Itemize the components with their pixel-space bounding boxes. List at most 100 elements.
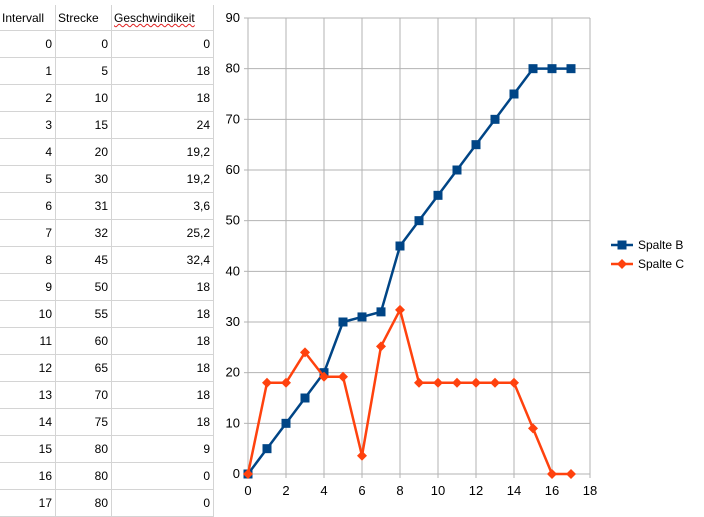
- series-line-2: [246, 308, 571, 476]
- cell-intervall[interactable]: 8: [0, 247, 56, 274]
- header-geschwindikeit-text: Geschwindikeit: [114, 11, 195, 25]
- cell-geschwindigkeit[interactable]: 25,2: [112, 220, 214, 247]
- data-point-square: [433, 190, 443, 200]
- data-point-square: [490, 114, 500, 124]
- cell-strecke[interactable]: 30: [56, 166, 112, 193]
- y-tick-label: 30: [226, 314, 240, 329]
- x-tick-label: 10: [431, 483, 445, 498]
- data-point-square: [357, 312, 367, 322]
- cell-geschwindigkeit[interactable]: 32,4: [112, 247, 214, 274]
- x-tick-label: 12: [469, 483, 483, 498]
- data-point-square: [566, 64, 576, 74]
- cell-geschwindigkeit[interactable]: 0: [112, 490, 214, 517]
- cell-geschwindigkeit[interactable]: 0: [112, 463, 214, 490]
- header-strecke[interactable]: Strecke: [56, 5, 112, 31]
- cell-strecke[interactable]: 5: [56, 58, 112, 85]
- cell-intervall[interactable]: 14: [0, 409, 56, 436]
- cell-intervall[interactable]: 10: [0, 301, 56, 328]
- y-tick-label: 80: [226, 61, 240, 76]
- data-point-square: [376, 307, 386, 317]
- x-tick-label: 2: [282, 483, 289, 498]
- y-tick-label: 0: [233, 466, 240, 481]
- cell-strecke[interactable]: 45: [56, 247, 112, 274]
- cell-intervall[interactable]: 16: [0, 463, 56, 490]
- cell-strecke[interactable]: 31: [56, 193, 112, 220]
- chart-series: [243, 64, 576, 479]
- chart-legend: Spalte B Spalte C: [611, 238, 684, 271]
- cell-strecke[interactable]: 65: [56, 355, 112, 382]
- y-tick-label: 60: [226, 162, 240, 177]
- cell-strecke[interactable]: 20: [56, 139, 112, 166]
- cell-geschwindigkeit[interactable]: 19,2: [112, 139, 214, 166]
- data-point-diamond: [338, 371, 348, 382]
- data-point-diamond: [243, 469, 253, 479]
- data-point-diamond: [490, 377, 500, 388]
- header-intervall[interactable]: Intervall: [0, 5, 56, 31]
- data-point-diamond: [357, 450, 367, 461]
- cell-intervall[interactable]: 1: [0, 58, 56, 85]
- data-point-diamond: [509, 377, 519, 388]
- cell-geschwindigkeit[interactable]: 18: [112, 58, 214, 85]
- x-tick-label: 16: [545, 483, 559, 498]
- y-tick-label: 70: [226, 111, 240, 126]
- cell-geschwindigkeit[interactable]: 24: [112, 112, 214, 139]
- cell-strecke[interactable]: 50: [56, 274, 112, 301]
- legend-marker-square: [617, 240, 627, 250]
- cell-geschwindigkeit[interactable]: 18: [112, 274, 214, 301]
- cell-intervall[interactable]: 15: [0, 436, 56, 463]
- cell-strecke[interactable]: 0: [56, 31, 112, 58]
- data-point-square: [414, 216, 424, 226]
- cell-strecke[interactable]: 10: [56, 85, 112, 112]
- data-point-square: [281, 418, 291, 428]
- cell-geschwindigkeit[interactable]: 18: [112, 382, 214, 409]
- cell-geschwindigkeit[interactable]: 18: [112, 85, 214, 112]
- data-point-diamond: [319, 371, 329, 382]
- cell-strecke[interactable]: 70: [56, 382, 112, 409]
- cell-geschwindigkeit[interactable]: 19,2: [112, 166, 214, 193]
- data-point-diamond: [452, 377, 462, 388]
- legend-marker-diamond: [617, 259, 627, 269]
- cell-geschwindigkeit[interactable]: 18: [112, 301, 214, 328]
- cell-geschwindigkeit[interactable]: 18: [112, 409, 214, 436]
- x-tick-label: 8: [396, 483, 403, 498]
- cell-intervall[interactable]: 9: [0, 274, 56, 301]
- cell-intervall[interactable]: 3: [0, 112, 56, 139]
- cell-strecke[interactable]: 32: [56, 220, 112, 247]
- cell-intervall[interactable]: 4: [0, 139, 56, 166]
- cell-strecke[interactable]: 60: [56, 328, 112, 355]
- data-point-diamond: [414, 377, 424, 388]
- data-point-diamond: [528, 423, 538, 434]
- cell-strecke[interactable]: 80: [56, 490, 112, 517]
- header-geschwindikeit[interactable]: Geschwindikeit: [112, 5, 214, 31]
- data-point-diamond: [566, 469, 576, 479]
- y-tick-label: 50: [226, 213, 240, 228]
- data-point-diamond: [547, 469, 557, 479]
- cell-intervall[interactable]: 0: [0, 31, 56, 58]
- cell-intervall[interactable]: 17: [0, 490, 56, 517]
- cell-geschwindigkeit[interactable]: 18: [112, 355, 214, 382]
- cell-geschwindigkeit[interactable]: 9: [112, 436, 214, 463]
- cell-strecke[interactable]: 75: [56, 409, 112, 436]
- cell-intervall[interactable]: 5: [0, 166, 56, 193]
- cell-geschwindigkeit[interactable]: 18: [112, 328, 214, 355]
- y-tick-label: 10: [226, 415, 240, 430]
- x-tick-label: 4: [320, 483, 327, 498]
- spreadsheet-grid: Intervall Strecke Geschwindikeit 0 0 0 1 5 18…: [0, 0, 214, 517]
- cell-geschwindigkeit[interactable]: 0: [112, 31, 214, 58]
- cell-geschwindigkeit[interactable]: 3,6: [112, 193, 214, 220]
- y-tick-label: 20: [226, 365, 240, 380]
- cell-intervall[interactable]: 7: [0, 220, 56, 247]
- x-tick-label: 14: [507, 483, 521, 498]
- x-tick-label: 18: [583, 483, 597, 498]
- x-tick-label: 0: [244, 483, 251, 498]
- cell-intervall[interactable]: 2: [0, 85, 56, 112]
- cell-strecke[interactable]: 55: [56, 301, 112, 328]
- cell-strecke[interactable]: 80: [56, 436, 112, 463]
- cell-intervall[interactable]: 11: [0, 328, 56, 355]
- cell-intervall[interactable]: 12: [0, 355, 56, 382]
- cell-strecke[interactable]: 15: [56, 112, 112, 139]
- cell-intervall[interactable]: 6: [0, 193, 56, 220]
- cell-intervall[interactable]: 13: [0, 382, 56, 409]
- cell-strecke[interactable]: 80: [56, 463, 112, 490]
- data-point-diamond: [471, 377, 481, 388]
